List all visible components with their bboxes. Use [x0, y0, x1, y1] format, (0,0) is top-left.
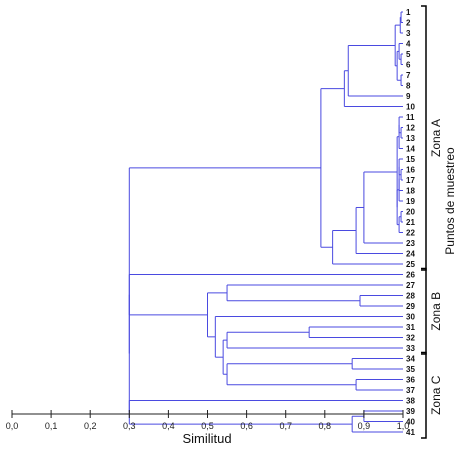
leaf-label-10: 10 [406, 103, 415, 112]
leaf-label-27: 27 [406, 281, 415, 290]
leaf-label-38: 38 [406, 397, 415, 406]
x-tick-label-4: 0,4 [162, 421, 175, 431]
leaf-label-20: 20 [406, 208, 415, 217]
leaf-label-33: 33 [406, 344, 415, 353]
x-tick-label-0: 0,0 [6, 421, 19, 431]
x-tick-label-1: 0,1 [45, 421, 58, 431]
leaf-label-4: 4 [406, 40, 411, 49]
leaf-label-15: 15 [406, 155, 415, 164]
leaf-label-23: 23 [406, 239, 415, 248]
x-axis: 0,0 0,1 0,2 0,3 0,4 0,5 0,6 0,7 0,8 0,9 1,0 [6, 410, 410, 431]
x-tick-label-10: 1,0 [397, 421, 410, 431]
leaf-label-36: 36 [406, 376, 415, 385]
zone-label-1: Zona B [429, 292, 443, 331]
x-axis-title: Similitud [182, 431, 231, 446]
leaf-label-28: 28 [406, 292, 415, 301]
leaf-label-34: 34 [406, 355, 415, 364]
leaf-label-31: 31 [406, 323, 415, 332]
leaf-label-12: 12 [406, 124, 415, 133]
x-tick-label-9: 0,9 [358, 421, 371, 431]
leaf-label-30: 30 [406, 313, 415, 322]
leaf-label-35: 35 [406, 365, 415, 374]
leaf-label-24: 24 [406, 250, 415, 259]
leaf-label-6: 6 [406, 61, 411, 70]
leaf-label-1: 1 [406, 8, 411, 17]
leaf-label-9: 9 [406, 92, 411, 101]
zone-bracket-2 [421, 351, 427, 439]
leaf-label-11: 11 [406, 113, 415, 122]
leaf-label-19: 19 [406, 197, 415, 206]
leaf-label-18: 18 [406, 187, 415, 196]
leaf-label-40: 40 [406, 418, 415, 427]
leaf-label-13: 13 [406, 134, 415, 143]
leaf-label-7: 7 [406, 71, 411, 80]
leaf-label-21: 21 [406, 218, 415, 227]
zone-label-0: Zona A [429, 119, 443, 157]
leaf-label-2: 2 [406, 19, 411, 28]
y-axis-title: Puntos de muestreo [443, 147, 457, 255]
x-tick-label-6: 0,6 [240, 421, 253, 431]
leaf-label-25: 25 [406, 260, 415, 269]
x-tick-label-5: 0,5 [201, 421, 214, 431]
leaf-label-41: 41 [406, 428, 415, 437]
leaf-label-32: 32 [406, 334, 415, 343]
x-tick-label-7: 0,7 [279, 421, 292, 431]
x-tick-label-2: 0,2 [84, 421, 97, 431]
zone-brackets: Zona A Zona B Zona C [421, 5, 443, 439]
x-tick-label-8: 0,8 [319, 421, 332, 431]
leaf-label-3: 3 [406, 29, 411, 38]
leaf-label-22: 22 [406, 229, 415, 238]
leaf-label-14: 14 [406, 145, 415, 154]
leaf-label-5: 5 [406, 50, 411, 59]
leaf-label-16: 16 [406, 166, 415, 175]
leaf-label-8: 8 [406, 82, 411, 91]
leaf-label-26: 26 [406, 271, 415, 280]
zone-bracket-0 [421, 5, 427, 271]
zone-bracket-1 [421, 267, 427, 355]
leaf-labels: 1234567891011121314151617181920212223242… [406, 8, 415, 437]
leaf-label-37: 37 [406, 386, 415, 395]
leaf-label-17: 17 [406, 176, 415, 185]
zone-label-2: Zona C [429, 375, 443, 415]
x-tick-label-3: 0,3 [123, 421, 136, 431]
leaf-label-29: 29 [406, 302, 415, 311]
leaf-label-39: 39 [406, 407, 415, 416]
dendrogram-branches [128, 11, 403, 433]
